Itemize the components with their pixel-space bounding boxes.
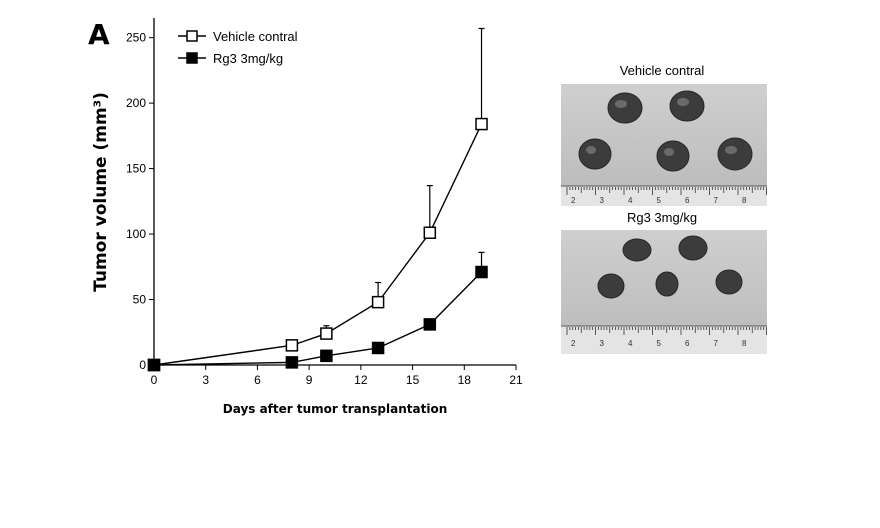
legend-item-1: Vehicle contral (178, 29, 298, 44)
ruler-number: 8 (742, 339, 747, 348)
legend-label: Rg3 3mg/kg (213, 51, 283, 66)
y-tick-label: 200 (126, 96, 146, 110)
ruler-number: 8 (742, 196, 747, 205)
y-tick-label: 250 (126, 31, 146, 45)
data-point (147, 358, 161, 372)
y-axis-title: Tumor volume (mm³) (91, 92, 111, 292)
x-tick-label: 3 (202, 373, 209, 387)
data-point (285, 339, 299, 352)
photo-caption-vehicle: Vehicle contral (619, 63, 705, 78)
legend-item-2: Rg3 3mg/kg (178, 51, 283, 66)
data-point (371, 295, 385, 309)
y-tick-label: 150 (126, 162, 146, 176)
x-tick-label: 6 (254, 373, 261, 387)
data-point (423, 226, 437, 239)
data-point (475, 117, 488, 131)
x-tick-label: 12 (354, 373, 368, 387)
y-tick-label: 100 (126, 227, 146, 241)
ruler-number: 6 (685, 339, 690, 348)
data-point (475, 265, 488, 279)
series-1 (147, 27, 488, 372)
ruler-number: 5 (657, 339, 662, 348)
x-tick-label: 21 (509, 373, 523, 387)
series-line (153, 271, 483, 366)
series-line (153, 123, 483, 366)
legend-marker (186, 30, 198, 42)
ruler-number: 2 (571, 196, 576, 205)
y-tick-label: 0 (139, 358, 146, 372)
data-point (423, 318, 437, 331)
ruler-number: 7 (714, 339, 719, 348)
legend-label: Vehicle contral (213, 29, 298, 44)
photo-caption-rg3: Rg3 3mg/kg (626, 210, 698, 225)
x-tick-label: 15 (406, 373, 420, 387)
tumor-specimens-rg3 (597, 235, 743, 299)
ruler-number: 2 (571, 339, 576, 348)
ruler-rg3: 2 3 4 5 6 7 8 (566, 327, 767, 348)
ruler-number: 4 (628, 339, 633, 348)
legend-marker (186, 52, 198, 64)
tumor-photo-vehicle: 2 3 4 5 6 7 8 (561, 84, 767, 206)
series-2 (147, 251, 488, 372)
tumor-specimens-vehicle (578, 90, 753, 172)
data-point (320, 349, 333, 363)
tumor-volume-chart: A 0 3 6 9 12 15 18 21 0 50 100 150 200 250 Tumor volu… (88, 18, 523, 416)
tumor-photo-rg3: 2 3 4 5 6 7 8 (561, 230, 767, 354)
ruler-vehicle: 2 3 4 5 6 7 8 (566, 187, 767, 205)
ruler-number: 6 (685, 196, 690, 205)
x-tick-label: 9 (306, 373, 313, 387)
series-group (147, 27, 488, 372)
ruler-number: 4 (628, 196, 633, 205)
ruler-number: 3 (600, 196, 605, 205)
ruler-number: 7 (714, 196, 719, 205)
ruler-number: 5 (657, 196, 662, 205)
data-point (320, 327, 333, 340)
x-tick-label: 18 (458, 373, 472, 387)
x-axis-title: Days after tumor transplantation (223, 402, 448, 416)
axis-ticks: 0 3 6 9 12 15 18 21 0 50 100 150 200 250 (126, 31, 523, 387)
ruler-number: 3 (600, 339, 605, 348)
y-tick-label: 50 (133, 293, 147, 307)
data-point (285, 356, 299, 369)
x-tick-label: 0 (151, 373, 158, 387)
data-point (371, 341, 385, 355)
panel-label: A (88, 18, 110, 51)
legend: Vehicle contral Rg3 3mg/kg (178, 29, 298, 66)
